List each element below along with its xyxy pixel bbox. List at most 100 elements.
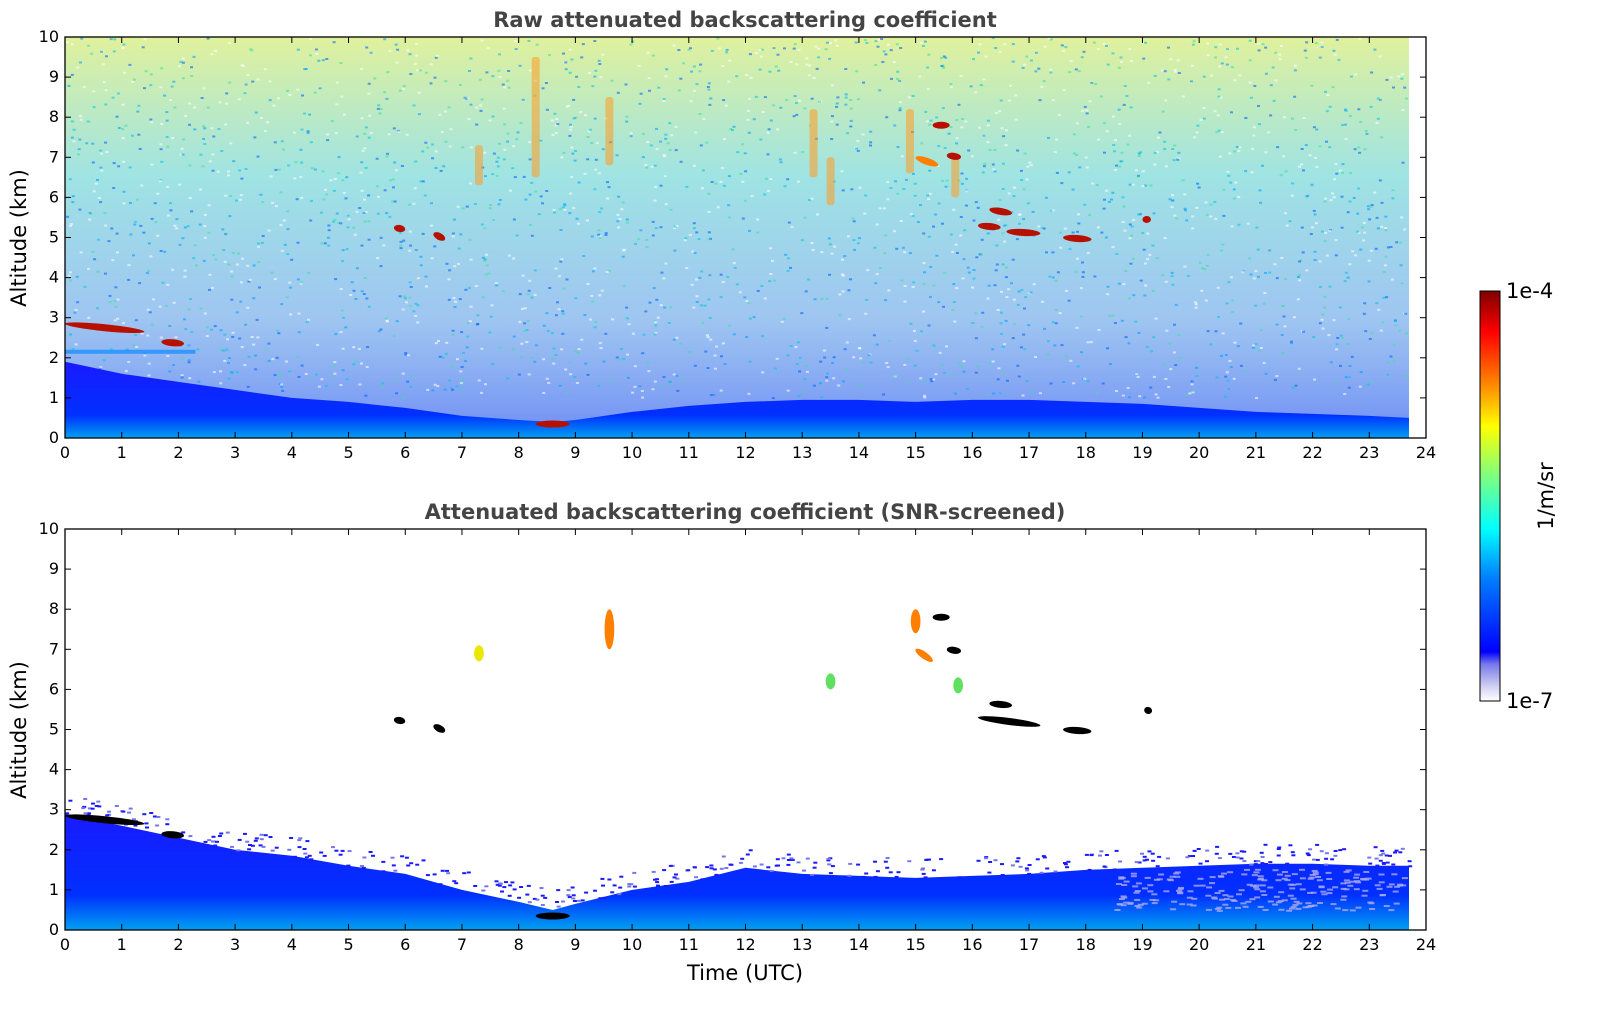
screened-speckle-pixel (728, 863, 733, 866)
noise-speckle (932, 225, 935, 228)
screened-speckle-pixel (347, 850, 352, 853)
y-tick-label: 8 (49, 107, 59, 126)
noise-speckle (483, 227, 487, 230)
noise-speckle (1023, 63, 1027, 66)
noise-speckle (895, 43, 899, 46)
screened-speckle-pixel (885, 866, 890, 869)
screened-light-pixel (1284, 879, 1291, 882)
noise-speckle (655, 127, 658, 130)
noise-speckle (1328, 285, 1332, 288)
screened-speckle-pixel (268, 836, 273, 838)
noise-speckle (1083, 106, 1087, 108)
noise-speckle (1029, 59, 1033, 62)
noise-speckle (1227, 281, 1231, 284)
noise-speckle (1068, 71, 1072, 73)
noise-speckle (815, 67, 819, 70)
noise-speckle (1057, 113, 1061, 116)
noise-speckle (421, 150, 425, 153)
noise-speckle (267, 342, 271, 345)
noise-speckle (98, 197, 101, 199)
noise-speckle (527, 39, 531, 42)
screened-speckle-pixel (91, 802, 95, 805)
noise-speckle (345, 248, 349, 251)
noise-speckle (680, 378, 684, 381)
noise-speckle (414, 314, 418, 317)
screened-speckle-pixel (600, 877, 605, 880)
cloud-feature (977, 716, 1041, 727)
noise-speckle (1191, 391, 1195, 394)
noise-speckle (541, 202, 544, 205)
noise-speckle (503, 148, 507, 151)
noise-speckle (743, 199, 747, 202)
screened-speckle-pixel (519, 886, 524, 888)
noise-speckle (1131, 257, 1135, 260)
noise-speckle (885, 116, 889, 119)
noise-speckle (1376, 97, 1380, 100)
screened-speckle-pixel (1260, 856, 1265, 858)
noise-speckle (166, 185, 170, 188)
screened-light-pixel (1245, 900, 1252, 903)
noise-speckle (941, 107, 945, 110)
noise-speckle (228, 357, 231, 359)
noise-speckle (225, 348, 229, 351)
noise-speckle (507, 86, 511, 89)
noise-speckle (485, 264, 489, 267)
screened-speckle-pixel (1104, 854, 1109, 856)
noise-speckle (509, 189, 513, 192)
screened-speckle-pixel (156, 816, 161, 818)
screened-speckle-pixel (577, 899, 581, 902)
noise-speckle (357, 347, 361, 350)
screened-light-pixel (1254, 896, 1261, 899)
screened-light-pixel (1151, 893, 1158, 896)
screened-speckle-pixel (826, 859, 831, 862)
noise-speckle (122, 71, 126, 74)
cloud-feature (1063, 726, 1092, 735)
noise-speckle (1217, 95, 1221, 98)
noise-speckle (1025, 55, 1029, 58)
noise-speckle (535, 43, 539, 46)
noise-speckle (332, 41, 336, 44)
noise-speckle (786, 389, 790, 392)
screened-light-pixel (1136, 906, 1143, 909)
noise-speckle (309, 54, 312, 57)
noise-speckle (445, 341, 449, 344)
noise-speckle (1183, 193, 1187, 196)
noise-speckle (841, 189, 845, 192)
cloud-feature (1006, 228, 1041, 237)
noise-speckle (173, 224, 177, 227)
noise-speckle (219, 329, 223, 332)
noise-speckle (779, 106, 783, 109)
noise-speckle (359, 171, 363, 174)
cloud-feature (1063, 234, 1092, 243)
noise-speckle (1323, 306, 1327, 309)
noise-speckle (1275, 323, 1279, 326)
noise-speckle (820, 251, 824, 254)
noise-speckle (900, 155, 904, 158)
noise-speckle (469, 146, 473, 149)
noise-speckle (159, 143, 163, 146)
noise-speckle (590, 235, 594, 238)
noise-speckle (1318, 56, 1322, 59)
noise-speckle (275, 356, 279, 359)
screened-speckle-pixel (289, 837, 294, 839)
noise-speckle (662, 154, 666, 157)
screened-speckle-pixel (712, 868, 717, 871)
screened-speckle-pixel (258, 844, 263, 847)
noise-speckle (279, 372, 283, 375)
noise-speckle (1347, 318, 1351, 320)
screened-light-pixel (1267, 886, 1274, 889)
noise-speckle (181, 153, 185, 156)
noise-speckle (467, 322, 471, 324)
noise-speckle (1102, 207, 1106, 210)
noise-speckle (468, 238, 472, 241)
noise-speckle (725, 51, 729, 54)
noise-speckle (1218, 43, 1222, 46)
noise-speckle (419, 255, 423, 258)
screened-speckle-pixel (425, 874, 430, 877)
noise-speckle (190, 66, 193, 69)
noise-speckle (663, 175, 667, 178)
noise-speckle (1352, 197, 1356, 199)
noise-speckle (698, 70, 702, 73)
noise-speckle (341, 179, 345, 182)
noise-speckle (960, 365, 964, 368)
